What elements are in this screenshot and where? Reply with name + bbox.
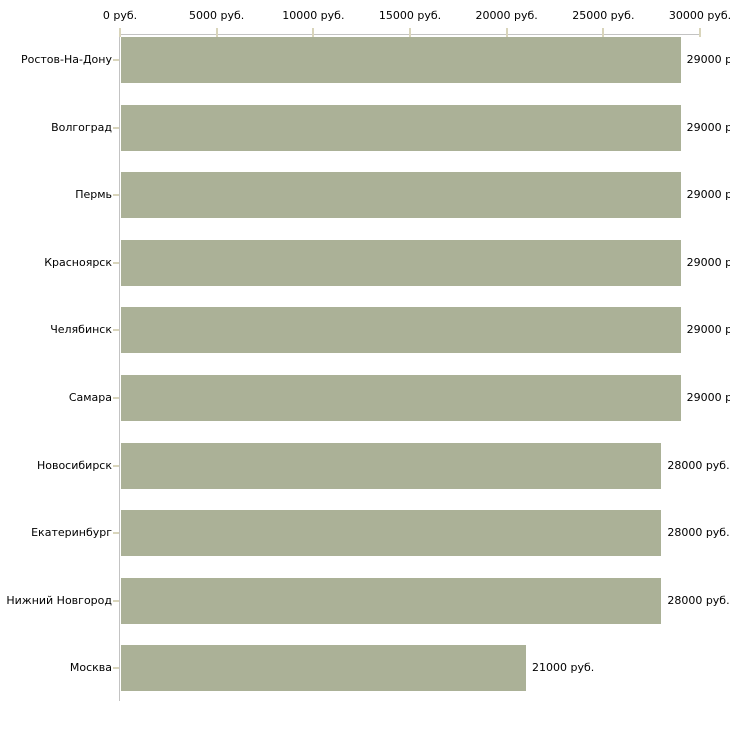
bar-row: Пермь 29000 р bbox=[0, 172, 730, 219]
bar bbox=[121, 442, 662, 489]
bar bbox=[121, 510, 662, 557]
bar bbox=[121, 37, 681, 83]
y-tick-mark bbox=[113, 126, 119, 129]
bar bbox=[121, 172, 681, 219]
y-tick-mark bbox=[113, 194, 119, 197]
x-tick-mark bbox=[409, 28, 411, 37]
x-tick-mark bbox=[215, 28, 218, 37]
bar bbox=[121, 239, 681, 286]
category-label: Екатеринбург bbox=[31, 526, 112, 540]
x-tick-label: 30000 руб. bbox=[668, 9, 730, 22]
x-tick-mark bbox=[119, 28, 121, 37]
x-tick-label: 0 руб. bbox=[102, 9, 138, 22]
bar-row: Нижний Новгород 28000 руб. bbox=[0, 577, 730, 624]
bar-row: Екатеринбург 28000 руб. bbox=[0, 510, 730, 557]
bar-row: Волгоград 29000 р bbox=[0, 104, 730, 151]
value-label: 29000 р bbox=[686, 120, 730, 134]
bar-row: Красноярск 29000 р bbox=[0, 239, 730, 286]
value-label: 29000 р bbox=[686, 255, 730, 269]
bar bbox=[121, 104, 681, 151]
category-label: Волгоград bbox=[51, 120, 112, 134]
x-tick-mark bbox=[699, 28, 701, 37]
x-tick-label: 10000 руб. bbox=[282, 9, 345, 22]
x-tick-label: 25000 руб. bbox=[572, 9, 635, 22]
value-label: 28000 руб. bbox=[667, 526, 730, 540]
y-tick-mark bbox=[113, 59, 119, 61]
y-tick-mark bbox=[113, 532, 119, 535]
value-label: 29000 р bbox=[686, 323, 730, 337]
x-tick-mark bbox=[602, 28, 605, 37]
category-label: Красноярск bbox=[44, 255, 112, 269]
value-label: 29000 р bbox=[686, 53, 730, 66]
x-tick-label: 5000 руб. bbox=[189, 9, 245, 22]
category-label: Пермь bbox=[75, 188, 112, 202]
category-label: Москва bbox=[69, 661, 112, 675]
category-label: Новосибирск bbox=[36, 458, 112, 472]
bar-row: Новосибирск 28000 руб. bbox=[0, 442, 730, 489]
bar-row: Ростов-На-Дону 29000 р bbox=[0, 37, 730, 83]
y-axis-line bbox=[119, 34, 120, 701]
bar-row: Челябинск 29000 р bbox=[0, 307, 730, 354]
value-label: 28000 руб. bbox=[667, 593, 730, 607]
bar bbox=[121, 577, 662, 624]
category-label: Самара bbox=[68, 391, 112, 404]
y-tick-mark bbox=[113, 599, 119, 602]
y-tick-mark bbox=[113, 261, 119, 264]
y-tick-mark bbox=[113, 464, 119, 467]
category-label: Нижний Новгород bbox=[6, 593, 112, 607]
y-tick-mark bbox=[113, 329, 119, 332]
bar bbox=[121, 307, 681, 354]
x-tick-label: 20000 руб. bbox=[475, 9, 538, 22]
value-label: 29000 р bbox=[686, 188, 730, 202]
x-tick-label: 15000 руб. bbox=[378, 9, 442, 22]
bar bbox=[121, 645, 526, 692]
value-label: 28000 руб. bbox=[667, 458, 730, 472]
bar-row: Самара 29000 р bbox=[0, 375, 730, 421]
x-tick-mark bbox=[312, 28, 315, 37]
bar-row: Москва 21000 руб. bbox=[0, 645, 730, 692]
category-label: Челябинск bbox=[50, 323, 112, 337]
value-label: 29000 р bbox=[686, 391, 730, 404]
value-label: 21000 руб. bbox=[532, 661, 595, 675]
category-label: Ростов-На-Дону bbox=[20, 53, 112, 66]
x-tick-mark bbox=[505, 28, 508, 37]
y-tick-mark bbox=[113, 667, 119, 670]
bar bbox=[121, 375, 681, 421]
y-tick-mark bbox=[113, 397, 119, 399]
